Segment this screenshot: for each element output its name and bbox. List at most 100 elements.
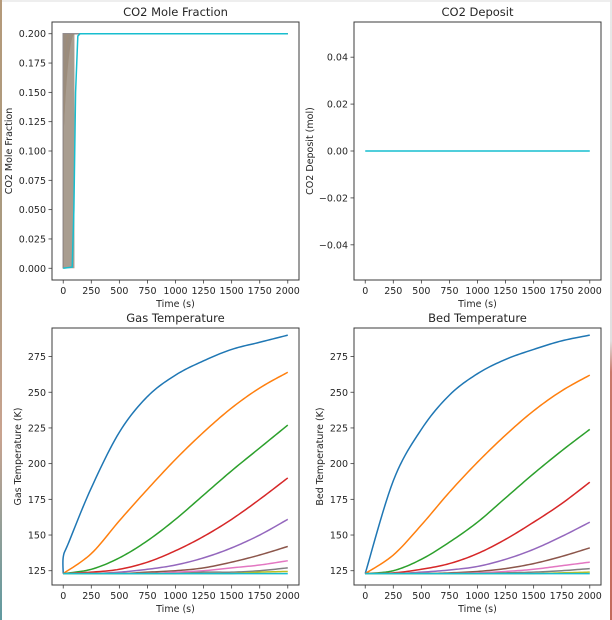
x-tick-label: 0: [362, 286, 368, 297]
data-line-band: [62, 33, 288, 269]
x-tick-label: 1500: [522, 286, 546, 297]
data-line-band: [62, 33, 288, 269]
plot-area: [364, 334, 591, 575]
x-tick-label: 250: [82, 591, 100, 602]
y-tick-label: 200: [28, 459, 46, 470]
y-tick-label: 250: [330, 388, 348, 399]
data-line-band: [62, 33, 288, 269]
data-line-band: [62, 33, 288, 269]
data-line-band: [62, 33, 288, 269]
data-line-band: [62, 33, 288, 269]
y-tick-label: 250: [28, 388, 46, 399]
x-tick-label: 2000: [276, 286, 300, 297]
x-tick-label: 750: [138, 591, 156, 602]
data-line-band: [62, 33, 288, 269]
y-tick-label: 225: [28, 423, 46, 434]
y-tick-label: 225: [330, 423, 348, 434]
y-axis-label: CO2 Deposit (mol): [305, 107, 316, 195]
x-tick-label: 0: [60, 591, 66, 602]
x-tick-label: 1750: [248, 286, 272, 297]
data-line-band: [62, 33, 288, 269]
y-tick-label: 0.02: [327, 100, 348, 111]
y-tick-label: 0.00: [327, 147, 348, 158]
subplot-co2-deposit: 0 250 500 750 1000 1250 1500 1750 2000 −0.04 −0.02…: [305, 5, 602, 310]
data-line-band: [62, 33, 288, 269]
data-line-node-3: [365, 428, 591, 575]
data-line-band: [62, 33, 288, 269]
y-tick-label: 0.075: [19, 176, 46, 187]
data-line-band: [62, 33, 288, 269]
data-line-node-1: [364, 334, 590, 574]
subplot-co2-mole-fraction: 0 250 500 750 1000 1250 1500 1750 2000 0.000 0.025…: [4, 5, 300, 310]
data-line-band: [62, 33, 288, 269]
x-tick-label: 1000: [465, 591, 489, 602]
data-line-band: [62, 33, 288, 269]
y-tick-label: 125: [330, 566, 348, 577]
data-line-node-2: [364, 374, 591, 575]
x-tick-label: 500: [110, 286, 128, 297]
data-line-band: [62, 33, 288, 269]
data-line-band: [62, 33, 288, 269]
window-left-edge: [0, 0, 2, 620]
y-tick-label: 0.175: [19, 59, 46, 70]
data-line-band: [62, 33, 288, 269]
data-line-band: [62, 33, 288, 269]
data-line-band: [62, 33, 288, 269]
data-line-band: [62, 33, 288, 269]
data-line-band: [62, 33, 288, 269]
data-line-band: [62, 33, 288, 269]
data-line-band: [62, 33, 288, 269]
x-axis-label: Time (s): [155, 299, 195, 310]
subplot-gas-temperature: 0 250 500 750 1000 1250 1500 1750 2000 125 150 175 2…: [13, 311, 300, 615]
data-line-band: [62, 33, 288, 269]
data-line-band: [62, 33, 288, 269]
chart-title: Gas Temperature: [126, 311, 224, 325]
data-line-node-3: [63, 424, 289, 575]
y-tick-label: 275: [330, 352, 348, 363]
data-line-band: [62, 33, 288, 269]
data-line-band: [62, 33, 288, 269]
data-line-node-2: [62, 371, 289, 575]
y-tick-label: 0.000: [19, 264, 46, 275]
data-line-band: [62, 33, 288, 269]
x-tick-label: 1250: [191, 591, 215, 602]
window-top-edge: [0, 0, 612, 2]
y-tick-label: −0.02: [319, 193, 348, 204]
y-tick-label: 175: [28, 495, 46, 506]
data-line-band: [62, 33, 288, 269]
x-tick-label: 1750: [550, 286, 574, 297]
x-tick-label: 1750: [550, 591, 574, 602]
data-line-band: [62, 33, 288, 269]
data-line-band: [62, 33, 288, 269]
data-line-band: [62, 33, 288, 269]
y-axis-label: Bed Temperature (K): [315, 407, 326, 505]
data-line-band: [62, 33, 288, 269]
x-tick-label: 1500: [220, 591, 244, 602]
data-line-band: [62, 33, 288, 269]
x-tick-label: 1250: [493, 286, 517, 297]
data-line-last-series: [63, 32, 288, 270]
x-tick-label: 1500: [522, 591, 546, 602]
y-tick-label: 0.200: [19, 29, 46, 40]
data-line-band: [62, 33, 288, 269]
data-line-band: [62, 33, 288, 269]
plot-area: [62, 32, 288, 270]
data-line-band: [62, 33, 288, 269]
data-line-band: [62, 33, 288, 269]
plot-area: [62, 334, 289, 575]
data-line-band: [62, 33, 288, 269]
data-line-band: [62, 33, 288, 269]
data-line-node-1: [62, 334, 288, 574]
data-line-node-4: [63, 477, 289, 575]
data-line-band: [62, 33, 288, 269]
x-tick-label: 750: [440, 286, 458, 297]
x-tick-label: 500: [412, 286, 430, 297]
y-tick-label: 0.150: [19, 88, 46, 99]
data-line-band: [62, 33, 288, 269]
data-line-band: [62, 33, 288, 269]
data-line-band: [62, 33, 288, 269]
data-line-node-4: [365, 481, 591, 575]
x-tick-label: 1250: [191, 286, 215, 297]
y-tick-label: 0.050: [19, 205, 46, 216]
